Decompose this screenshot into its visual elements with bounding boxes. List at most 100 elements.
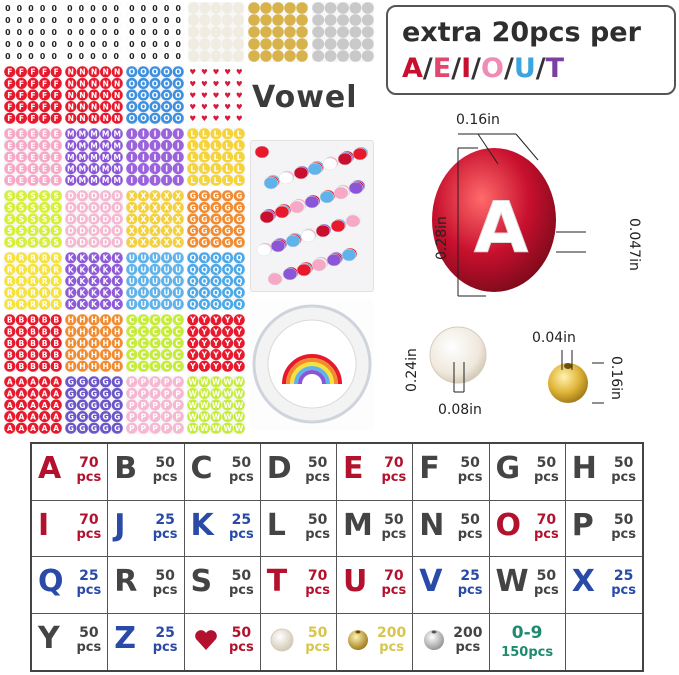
svg-text:Q: Q (224, 300, 231, 309)
svg-text:M: M (102, 141, 110, 150)
count-label: 25 pcs (153, 626, 178, 654)
svg-text:M: M (79, 153, 87, 162)
svg-text:A: A (42, 378, 48, 387)
table-cell: S 50 pcs (184, 557, 261, 614)
svg-text:X: X (140, 215, 146, 224)
svg-text:G: G (68, 424, 74, 433)
svg-text:Q: Q (224, 265, 231, 274)
svg-text:G: G (79, 424, 85, 433)
svg-text:R: R (53, 300, 59, 309)
callout-vowel: E (432, 53, 452, 84)
svg-text:Q: Q (213, 289, 220, 298)
table-cell: E 70 pcs (337, 444, 414, 501)
svg-text:♥: ♥ (213, 68, 220, 77)
count-number: 50 (613, 511, 634, 528)
svg-text:B: B (7, 327, 13, 336)
svg-text:X: X (175, 238, 181, 247)
svg-text:Y: Y (201, 351, 208, 360)
svg-text:E: E (19, 165, 24, 174)
svg-text:R: R (30, 265, 36, 274)
svg-text:R: R (53, 265, 59, 274)
count-unit: pcs (229, 583, 254, 598)
svg-text:M: M (90, 141, 98, 150)
svg-text:X: X (164, 227, 170, 236)
svg-text:I: I (154, 153, 157, 162)
svg-text:M: M (102, 153, 110, 162)
svg-text:G: G (236, 192, 242, 201)
svg-text:0: 0 (28, 28, 34, 37)
svg-text:S: S (42, 227, 47, 236)
count-unit: pcs (457, 526, 483, 542)
count-unit: pcs (381, 470, 407, 485)
svg-text:H: H (79, 339, 85, 348)
svg-text:L: L (202, 165, 207, 174)
svg-text:N: N (68, 114, 74, 123)
svg-text:0: 0 (40, 16, 46, 25)
table-cell: T 70 pcs (260, 557, 337, 614)
svg-text:G: G (225, 192, 231, 201)
svg-text:W: W (235, 401, 244, 410)
svg-text:B: B (7, 316, 13, 325)
svg-text:I: I (142, 153, 145, 162)
svg-text:R: R (7, 300, 13, 309)
svg-text:R: R (42, 289, 48, 298)
svg-text:0: 0 (67, 4, 73, 13)
svg-text:0: 0 (113, 28, 119, 37)
svg-text:0: 0 (17, 28, 23, 37)
svg-text:Q: Q (213, 277, 220, 286)
svg-text:A: A (42, 401, 48, 410)
svg-text:Y: Y (212, 316, 219, 325)
svg-text:G: G (103, 413, 109, 422)
svg-text:B: B (19, 362, 25, 371)
svg-text:P: P (152, 401, 158, 410)
count-number: 70 (307, 568, 328, 584)
svg-text:K: K (91, 265, 98, 274)
svg-text:I: I (177, 141, 180, 150)
svg-text:L: L (190, 165, 195, 174)
callout-vowel: O (481, 53, 504, 84)
count-number: 200 (453, 624, 483, 641)
svg-text:P: P (129, 389, 135, 398)
svg-text:S: S (42, 215, 47, 224)
svg-text:Y: Y (235, 362, 242, 371)
svg-text:F: F (42, 91, 47, 100)
svg-text:0: 0 (141, 4, 147, 13)
svg-text:K: K (91, 289, 98, 298)
svg-text:P: P (141, 378, 147, 387)
svg-text:U: U (175, 265, 181, 274)
svg-text:D: D (102, 192, 108, 201)
bead-thickness-label: 0.047in (626, 218, 642, 271)
count-label: 50 pcs (611, 513, 636, 541)
svg-text:P: P (152, 424, 158, 433)
svg-text:B: B (19, 339, 25, 348)
svg-text:0: 0 (79, 28, 85, 37)
svg-text:D: D (114, 192, 120, 201)
svg-text:G: G (79, 401, 85, 410)
count-unit: pcs (611, 526, 636, 542)
svg-text:W: W (212, 401, 221, 410)
svg-text:Q: Q (201, 254, 208, 263)
letter-glyph: C (190, 451, 213, 486)
svg-text:X: X (152, 192, 158, 201)
svg-text:O: O (163, 79, 170, 88)
svg-text:H: H (102, 316, 108, 325)
svg-text:O: O (175, 114, 182, 123)
count-label: 70 pcs (382, 456, 407, 484)
svg-text:0: 0 (51, 40, 57, 49)
svg-text:U: U (164, 265, 170, 274)
svg-text:G: G (91, 401, 97, 410)
count-unit: pcs (534, 583, 559, 598)
svg-text:W: W (223, 401, 232, 410)
svg-text:D: D (102, 215, 108, 224)
svg-text:B: B (30, 316, 36, 325)
svg-text:I: I (165, 141, 168, 150)
count-number: 25 (460, 568, 480, 584)
count-label: 50 pcs (153, 569, 178, 597)
svg-text:0: 0 (152, 52, 158, 61)
svg-text:E: E (42, 130, 47, 139)
count-label: 50 pcs (611, 456, 636, 484)
svg-text:U: U (152, 300, 158, 309)
